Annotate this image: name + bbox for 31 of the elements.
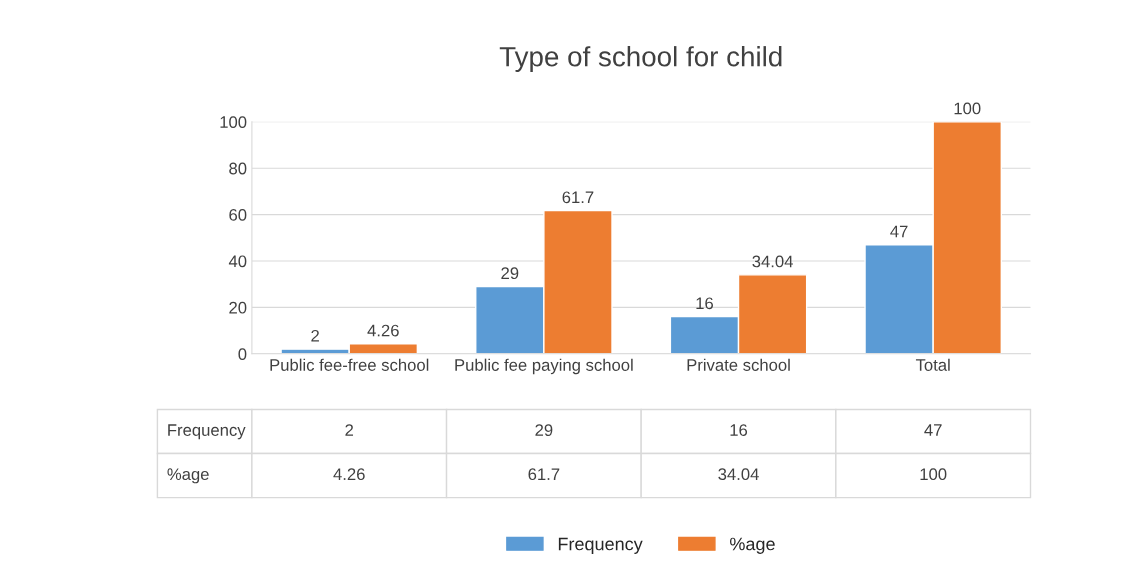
y-tick-label: 80	[229, 162, 247, 175]
data-label: 4.26	[333, 468, 365, 481]
y-tick-label: 40	[228, 255, 247, 268]
text: 100	[954, 102, 981, 115]
chart-title: Type of school for child	[499, 46, 782, 73]
data-label: 61.7	[528, 468, 560, 481]
y-tick-label: 20	[229, 301, 247, 314]
annotation: 16	[696, 297, 713, 310]
annotation: 29	[501, 267, 519, 280]
annotation: 2	[311, 329, 319, 342]
annotation: 47	[890, 225, 908, 238]
text: %age	[167, 468, 209, 484]
data-label: 2	[345, 424, 354, 436]
legend-label: Frequency	[558, 537, 643, 554]
y-tick-label: 0	[238, 348, 247, 360]
annotation: 34.04	[752, 255, 793, 268]
data-label: 34.04	[718, 468, 759, 481]
y-tick-label: 100	[220, 116, 247, 128]
annotation: 4.26	[367, 324, 399, 337]
x-tick-label: Public fee paying school	[455, 358, 633, 375]
data-label: 100	[920, 468, 947, 481]
y-tick-label: 60	[229, 209, 247, 221]
x-tick-label: Public fee-free school	[270, 358, 429, 371]
data-label: 16	[730, 424, 748, 436]
data-label: 29	[535, 424, 553, 436]
x-tick-label: Private school	[687, 358, 790, 371]
data-label: 47	[924, 424, 942, 436]
x-tick-label: Total	[915, 358, 950, 371]
text: Frequency	[168, 424, 246, 440]
legend-label: %age	[730, 537, 775, 554]
annotation: 61.7	[562, 191, 594, 204]
